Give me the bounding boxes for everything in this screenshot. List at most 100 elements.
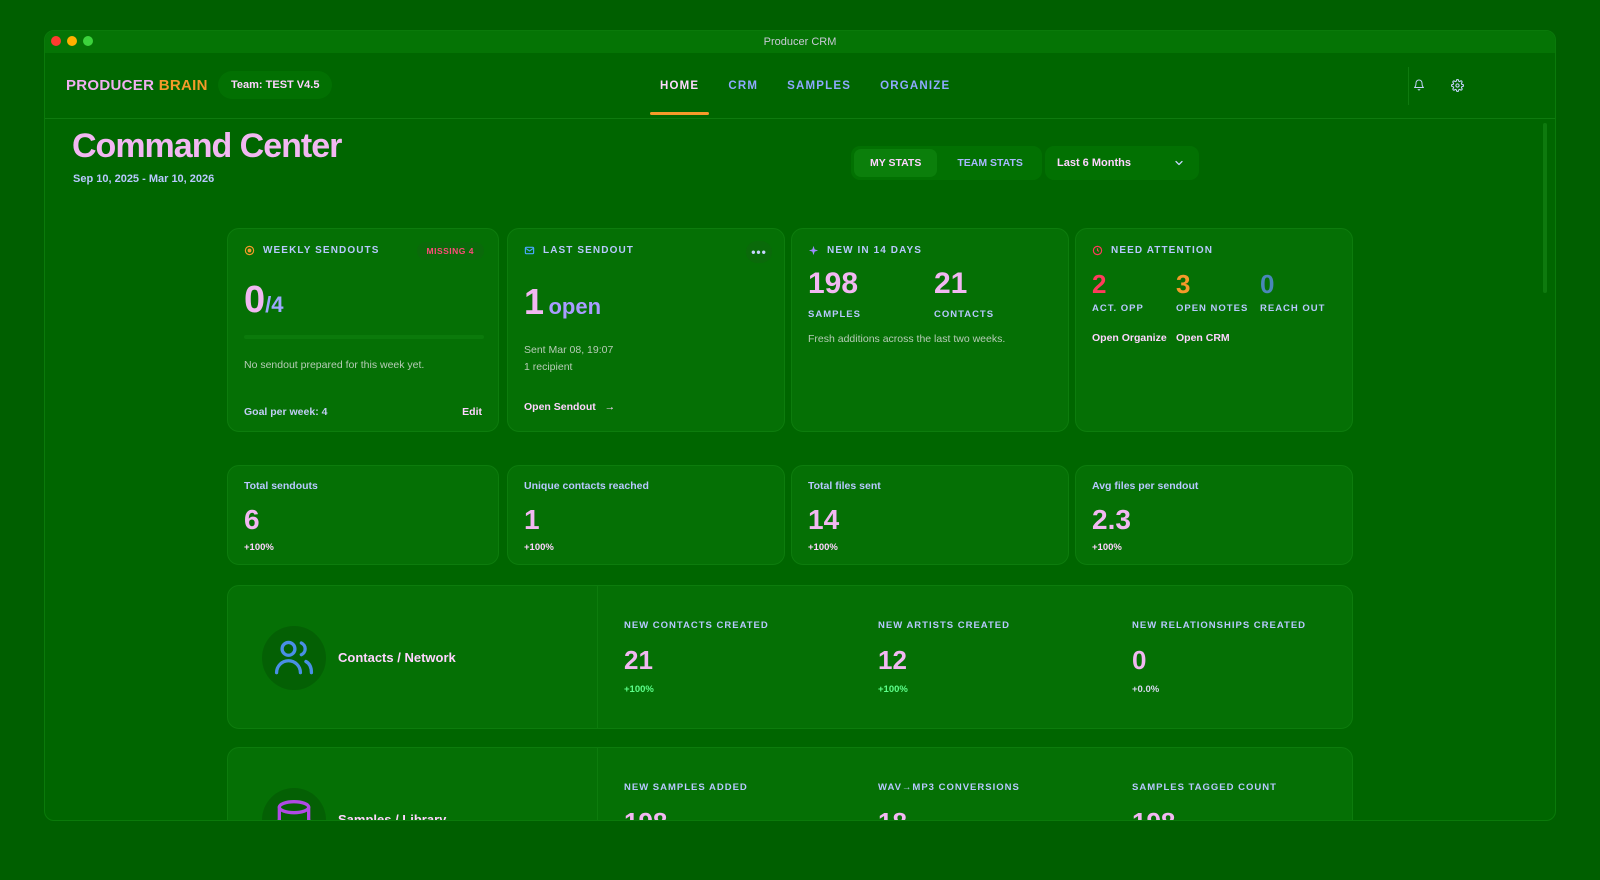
- gear-icon[interactable]: [1447, 73, 1467, 97]
- date-range-value: Last 6 Months: [1057, 157, 1131, 169]
- new-relationships-created-stat: NEW RELATIONSHIPS CREATED 0 +0.0%: [1132, 620, 1306, 695]
- kpi-label: Total files sent: [808, 480, 881, 492]
- arrow-right-icon: →: [604, 401, 616, 413]
- new-in-14-days-note: Fresh additions across the last two week…: [808, 333, 1006, 345]
- contacts-network-header[interactable]: Contacts / Network: [228, 586, 598, 728]
- need-attention-label: NEED ATTENTION: [1111, 245, 1214, 256]
- last-sendout-label: LAST SENDOUT: [543, 245, 634, 256]
- main-content: Command Center Sep 10, 2025 - Mar 10, 20…: [45, 119, 1555, 821]
- reach-out-value: 0: [1260, 269, 1275, 299]
- open-sendout-link[interactable]: Open Sendout →: [524, 401, 615, 413]
- window-controls: [51, 36, 93, 46]
- last-sendout-status: open: [548, 294, 602, 319]
- new-contacts-label: CONTACTS: [934, 309, 995, 320]
- stat-value: 21: [624, 645, 653, 675]
- last-value-group: 1 open: [524, 281, 601, 323]
- weekly-progress-bar: [244, 335, 484, 339]
- tab-organize[interactable]: ORGANIZE: [880, 80, 951, 92]
- bell-icon[interactable]: [1409, 73, 1429, 97]
- weekly-goal-text: Goal per week: 4: [244, 406, 328, 418]
- samples-library-title: Samples / Library: [338, 812, 447, 821]
- stat-delta: +100%: [878, 684, 908, 695]
- date-range-select[interactable]: Last 6 Months: [1045, 146, 1199, 180]
- ellipsis-icon: •••: [751, 245, 767, 259]
- weekly-note: No sendout prepared for this week yet.: [244, 359, 425, 371]
- brand-name-part2: BRAIN: [158, 77, 208, 94]
- brand-name-part1: PRODUCER: [66, 77, 155, 94]
- last-sendout-time: Sent Mar 08, 19:07: [524, 344, 614, 356]
- tab-crm[interactable]: CRM: [728, 80, 759, 92]
- mail-icon: [524, 246, 535, 255]
- page-title: Command Center: [72, 127, 342, 165]
- tab-samples[interactable]: SAMPLES: [787, 80, 852, 92]
- brand-logo[interactable]: PRODUCER BRAIN: [66, 77, 208, 94]
- my-stats-button[interactable]: MY STATS: [854, 149, 938, 177]
- kpi-delta: +100%: [244, 542, 274, 553]
- stat-value: 18: [878, 807, 1020, 820]
- kpi-avg-files: Avg files per sendout 2.3 +100%: [1075, 465, 1353, 565]
- stat-label: NEW CONTACTS CREATED: [624, 620, 769, 631]
- tab-home[interactable]: HOME: [650, 53, 710, 119]
- sparkle-icon: [808, 245, 819, 256]
- kpi-unique-contacts: Unique contacts reached 1 +100%: [507, 465, 785, 565]
- last-sendout-recipients: 1 recipient: [524, 361, 573, 373]
- alert-clock-icon: [1092, 245, 1103, 256]
- contacts-network-section: Contacts / Network NEW CONTACTS CREATED …: [227, 585, 1353, 729]
- stat-label: WAV→MP3 CONVERSIONS: [878, 782, 1020, 793]
- stat-label: SAMPLES TAGGED COUNT: [1132, 782, 1277, 793]
- team-selector[interactable]: Team: TEST V4.5: [218, 71, 333, 99]
- last-sendout-value: 1: [524, 281, 545, 322]
- samples-tagged-count-stat: SAMPLES TAGGED COUNT 198: [1132, 782, 1277, 820]
- new-in-14-days-card: NEW IN 14 DAYS 198 SAMPLES 21 CONTACTS F…: [791, 228, 1069, 432]
- kpi-label: Avg files per sendout: [1092, 480, 1199, 492]
- users-icon: [262, 626, 326, 690]
- samples-library-section: Samples / Library NEW SAMPLES ADDED 198 …: [227, 747, 1353, 821]
- active-opportunities-label: ACT. OPP: [1092, 303, 1144, 314]
- open-sendout-label: Open Sendout: [524, 401, 596, 413]
- kpi-value: 6: [244, 504, 260, 535]
- stat-value: 12: [878, 645, 907, 675]
- kpi-value: 2.3: [1092, 504, 1131, 535]
- kpi-total-sendouts: Total sendouts 6 +100%: [227, 465, 499, 565]
- target-icon: [244, 245, 255, 256]
- scrollbar[interactable]: [1543, 123, 1547, 293]
- stats-toggle: MY STATS TEAM STATS: [851, 146, 1042, 180]
- kpi-total-files: Total files sent 14 +100%: [791, 465, 1069, 565]
- samples-library-header[interactable]: Samples / Library: [228, 748, 598, 821]
- kpi-label: Unique contacts reached: [524, 480, 649, 492]
- open-crm-link[interactable]: Open CRM: [1176, 332, 1230, 344]
- stat-value: 198: [1132, 807, 1277, 820]
- weekly-sendouts-label: WEEKLY SENDOUTS: [263, 245, 380, 256]
- need-attention-card: NEED ATTENTION 2 ACT. OPP 3 OPEN NOTES 0…: [1075, 228, 1353, 432]
- window-title: Producer CRM: [763, 36, 837, 48]
- close-window-button[interactable]: [51, 36, 61, 46]
- minimize-window-button[interactable]: [67, 36, 77, 46]
- weekly-sendouts-header: WEEKLY SENDOUTS: [244, 245, 380, 256]
- active-opportunities-value: 2: [1092, 269, 1107, 299]
- nav-divider: [1408, 67, 1409, 105]
- weekly-sendouts-card: WEEKLY SENDOUTS MISSING 4 0/4 No sendout…: [227, 228, 499, 432]
- app-window: Producer CRM PRODUCER BRAIN Team: TEST V…: [44, 30, 1556, 821]
- database-icon: [262, 788, 326, 820]
- wav-mp3-conversions-stat: WAV→MP3 CONVERSIONS 18: [878, 782, 1020, 820]
- kpi-delta: +100%: [524, 542, 554, 553]
- missing-badge: MISSING 4: [416, 242, 484, 260]
- open-organize-link[interactable]: Open Organize: [1092, 332, 1167, 344]
- more-options-button[interactable]: •••: [746, 241, 772, 263]
- team-stats-button[interactable]: TEAM STATS: [957, 157, 1023, 169]
- edit-goal-button[interactable]: Edit: [462, 406, 482, 418]
- last-sendout-header: LAST SENDOUT: [524, 245, 634, 256]
- stat-value: 198: [624, 807, 748, 820]
- kpi-delta: +100%: [1092, 542, 1122, 553]
- last-sendout-card: LAST SENDOUT ••• 1 open Sent Mar 08, 19:…: [507, 228, 785, 432]
- new-artists-created-stat: NEW ARTISTS CREATED 12 +100%: [878, 620, 1010, 695]
- top-nav: PRODUCER BRAIN Team: TEST V4.5 HOME CRM …: [45, 53, 1555, 119]
- new-in-14-days-header: NEW IN 14 DAYS: [808, 245, 922, 256]
- title-bar: Producer CRM: [45, 31, 1555, 53]
- zoom-window-button[interactable]: [83, 36, 93, 46]
- weekly-value: 0: [244, 279, 266, 321]
- chevron-down-icon: [1175, 160, 1183, 166]
- nav-actions: [1409, 73, 1467, 97]
- stat-label: NEW RELATIONSHIPS CREATED: [1132, 620, 1307, 631]
- need-attention-header: NEED ATTENTION: [1092, 245, 1213, 256]
